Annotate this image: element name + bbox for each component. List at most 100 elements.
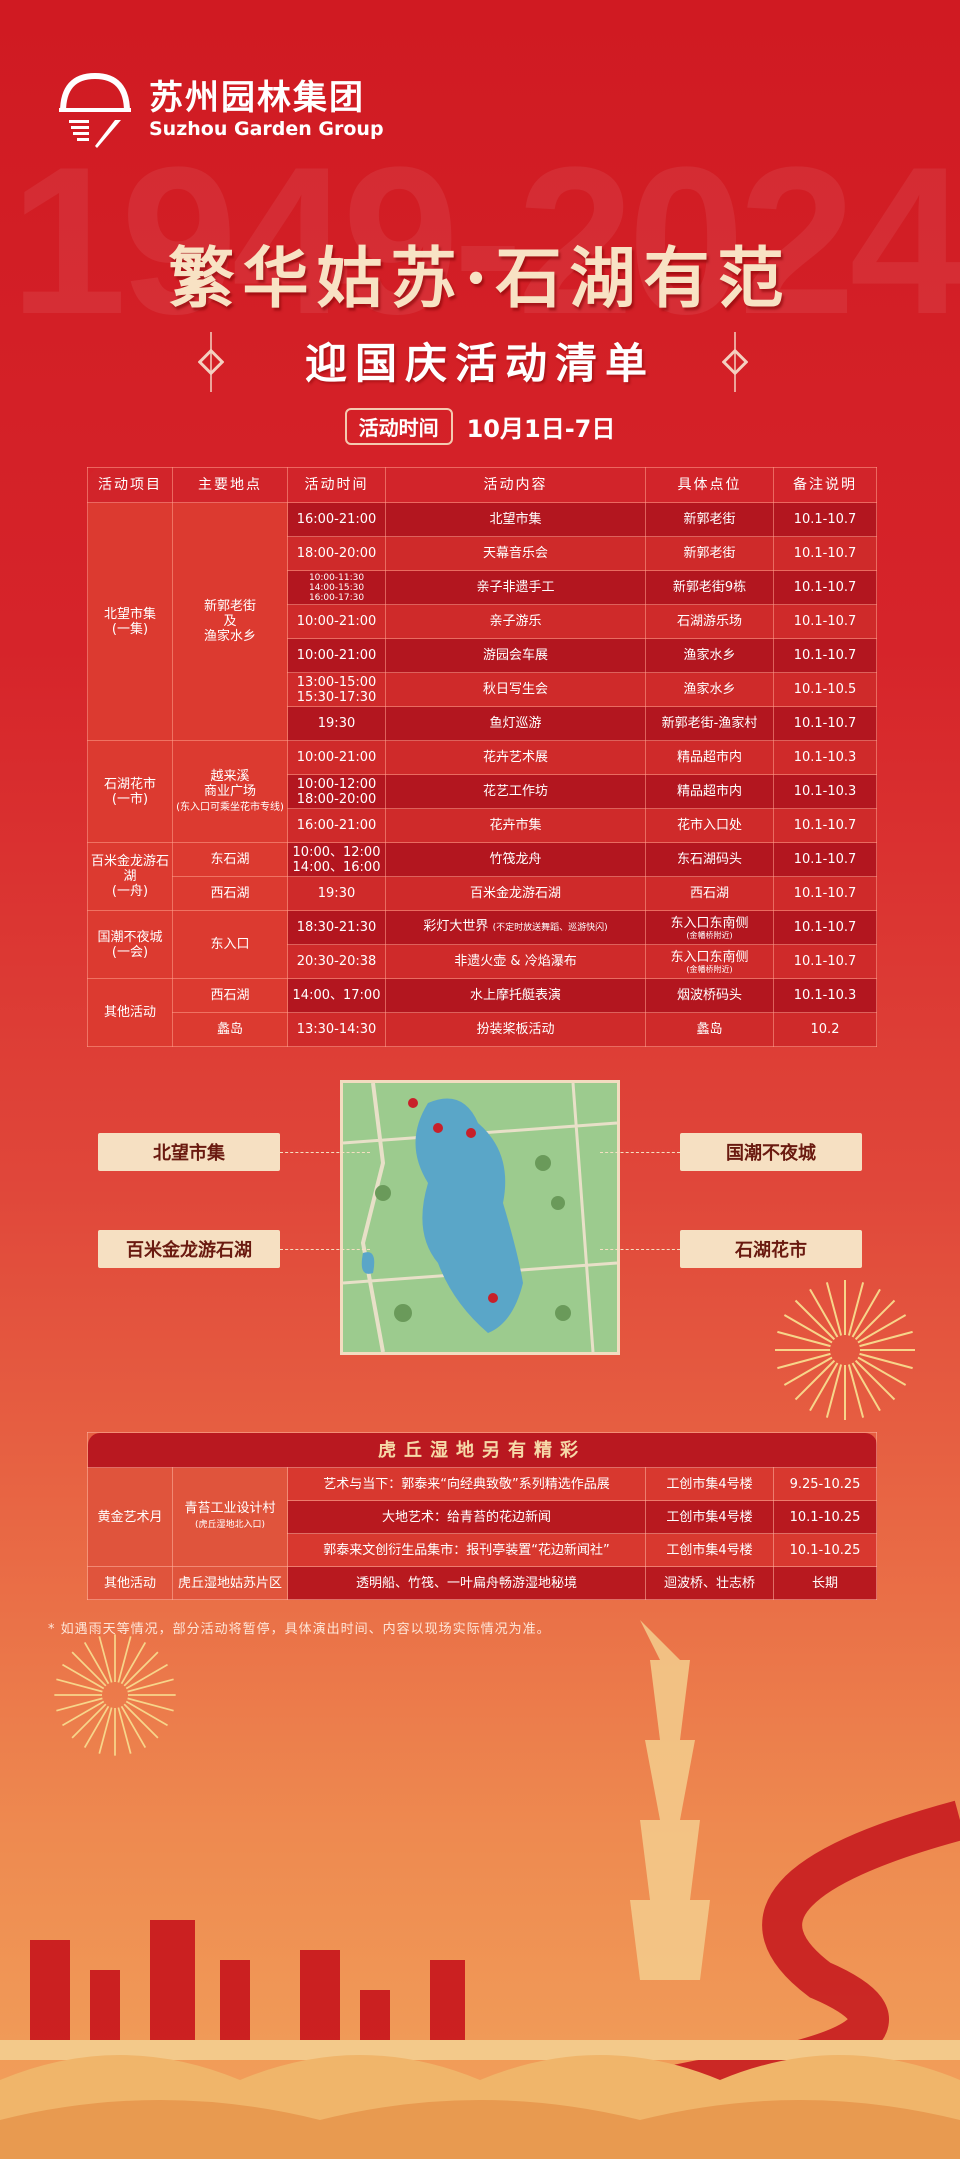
firework-ray xyxy=(56,1678,103,1693)
activity-content: 透明船、竹筏、一叶扁舟畅游湿地秘境 xyxy=(287,1566,646,1600)
activity-spot: 花市入口处 xyxy=(645,808,774,843)
header-cell: 具体点位 xyxy=(645,467,774,503)
table-row: 北望市集 (一集) 新郭老街及渔家水乡 16:00-21:00 北望市集 新郭老街 10.1… xyxy=(87,502,877,741)
header-cell: 备注说明 xyxy=(773,467,877,503)
time-slot: 16:00-21:00 xyxy=(296,818,377,833)
content-text: 秋日写生会 xyxy=(482,682,548,697)
spot-note: (金幡桥附近) xyxy=(686,964,733,974)
activity-time: 10:00-21:00 xyxy=(287,638,386,673)
activity-date: 10.1-10.7 xyxy=(773,502,877,537)
firework-ray xyxy=(851,1288,881,1338)
content-text: 鱼灯巡游 xyxy=(489,716,542,731)
firework-ray xyxy=(847,1364,865,1418)
activity-time: 10:00、12:00 14:00、16:00 xyxy=(287,842,386,877)
activity-spot: 渔家水乡 xyxy=(645,672,774,707)
time-slot: 13:00-15:00 xyxy=(296,674,377,690)
firework-ray xyxy=(794,1299,836,1341)
firework-ray xyxy=(83,1642,110,1685)
location-note: (虎丘湿地北入口) xyxy=(194,1520,266,1530)
firework-ray xyxy=(854,1299,896,1341)
firework-ray xyxy=(777,1352,831,1370)
firework-icon xyxy=(775,1280,915,1420)
firework-ray xyxy=(125,1700,168,1727)
firework-ray xyxy=(98,1636,113,1683)
firework-ray xyxy=(851,1362,881,1412)
anniversary-watermark: 1949-2024 xyxy=(10,123,960,358)
firework-ray xyxy=(127,1697,174,1712)
group-title: 百米金龙游石湖 xyxy=(90,854,169,884)
group-title: 石湖花市 xyxy=(103,776,156,792)
location-text: 西石湖 xyxy=(210,988,250,1003)
map-label-golden-dragon: 百米金龙游石湖 xyxy=(98,1230,280,1268)
firework-ray xyxy=(83,1705,110,1748)
firework-ray xyxy=(809,1362,839,1412)
content-text: 天幕音乐会 xyxy=(482,546,548,561)
park-map xyxy=(340,1080,620,1355)
table-row: 蠡岛 13:30-14:30 扮装桨板活动 蠡岛 10.2 xyxy=(88,1012,877,1047)
activity-time: 16:00-21:00 xyxy=(287,808,386,843)
content-text: 北望市集 xyxy=(489,512,542,527)
header-cell: 主要地点 xyxy=(172,467,288,503)
location-name: 东入口 xyxy=(172,910,288,979)
group-name: 其他活动 xyxy=(87,978,173,1047)
spot-text: 新郭老街9栋 xyxy=(672,580,747,595)
spot-text: 精品超市内 xyxy=(676,750,742,765)
spot-text: 新郭老街-渔家村 xyxy=(661,716,758,731)
activity-content: 彩灯大世界 (不定时放送舞蹈、巡游快闪) xyxy=(385,910,646,945)
chinese-knot-icon xyxy=(198,332,224,392)
firework-ray xyxy=(123,1651,159,1687)
activity-content: 亲子非遗手工 xyxy=(385,570,646,605)
time-slot: 10:00-21:00 xyxy=(296,750,377,765)
table-row: 其他活动 西石湖 14:00、17:00 水上摩托艇表演 烟波桥码头 10.1-10.3 xyxy=(87,978,877,1047)
table-row: 西石湖 19:30 百米金龙游石湖 西石湖 10.1-10.7 xyxy=(88,876,877,911)
time-slot: 14:00、16:00 xyxy=(292,859,381,875)
header-cell: 活动时间 xyxy=(287,467,386,503)
location-name: 新郭老街及渔家水乡 xyxy=(172,502,288,741)
group-name: 百米金龙游石湖 (一舟) xyxy=(87,842,173,911)
location-note: (东入口可乘坐花市专线) xyxy=(176,801,284,813)
firework-ray xyxy=(847,1282,865,1336)
content-text: 百米金龙游石湖 xyxy=(469,886,561,901)
activity-date: 10.1-10.7 xyxy=(773,944,877,979)
location-text: 新郭老街 xyxy=(203,599,256,614)
activity-date: 10.1-10.7 xyxy=(773,570,877,605)
schedule-table: 活动项目 主要地点 活动时间 活动内容 具体点位 备注说明 北望市集 (一集) 新郭… xyxy=(87,467,877,1047)
activity-content: 鱼灯巡游 xyxy=(385,706,646,741)
activity-content: 郭泰来文创衍生品集市：报刊亭装置“花边新闻社” xyxy=(287,1533,646,1567)
activity-content: 秋日写生会 xyxy=(385,672,646,707)
activity-spot: 东石湖码头 xyxy=(645,842,774,877)
content-note: (不定时放送舞蹈、巡游快闪) xyxy=(492,923,608,933)
spot-text: 花市入口处 xyxy=(676,818,742,833)
connector-line xyxy=(600,1152,680,1153)
footnote: * 如遇雨天等情况，部分活动将暂停，具体演出时间、内容以现场实际情况为准。 xyxy=(48,1622,551,1637)
time-slot: 16:00-21:00 xyxy=(296,512,377,527)
time-slot: 18:00-20:00 xyxy=(296,791,377,807)
time-slot: 10:00-21:00 xyxy=(296,614,377,629)
firework-ray xyxy=(859,1330,913,1348)
activity-spot: 烟波桥码头 xyxy=(645,978,774,1013)
content-text: 非遗火壶 & 冷焰瀑布 xyxy=(454,954,577,969)
event-period: 活动时间 10月1日-7日 xyxy=(0,408,960,445)
activity-content: 亲子游乐 xyxy=(385,604,646,639)
spot-text: 精品超市内 xyxy=(676,784,742,799)
spot-text: 烟波桥码头 xyxy=(676,988,742,1003)
time-slot: 13:30-14:30 xyxy=(296,1022,377,1037)
activity-content: 大地艺术：给青苔的花边新闻 xyxy=(287,1500,646,1534)
firework-ray xyxy=(794,1359,836,1401)
spot-text: 西石湖 xyxy=(689,886,729,901)
spot-text: 渔家水乡 xyxy=(683,682,736,697)
time-slot: 16:00-17:30 xyxy=(308,592,365,603)
group-title: 国潮不夜城 xyxy=(97,929,163,945)
period-label: 活动时间 xyxy=(344,408,453,445)
header-cell: 活动内容 xyxy=(385,467,646,503)
time-slot: 10:00-21:00 xyxy=(296,648,377,663)
firework-ray xyxy=(71,1703,107,1739)
activity-date: 10.1-10.3 xyxy=(773,774,877,809)
activity-date: 10.1-10.7 xyxy=(773,808,877,843)
location-text: 越来溪 xyxy=(210,768,250,784)
activity-content: 花艺工作坊 xyxy=(385,774,646,809)
spot-text: 东石湖码头 xyxy=(676,852,742,867)
firework-ray xyxy=(56,1697,103,1712)
group-name: 石湖花市 (一市) xyxy=(87,740,173,843)
activity-content: 水上摩托艇表演 xyxy=(385,978,646,1013)
